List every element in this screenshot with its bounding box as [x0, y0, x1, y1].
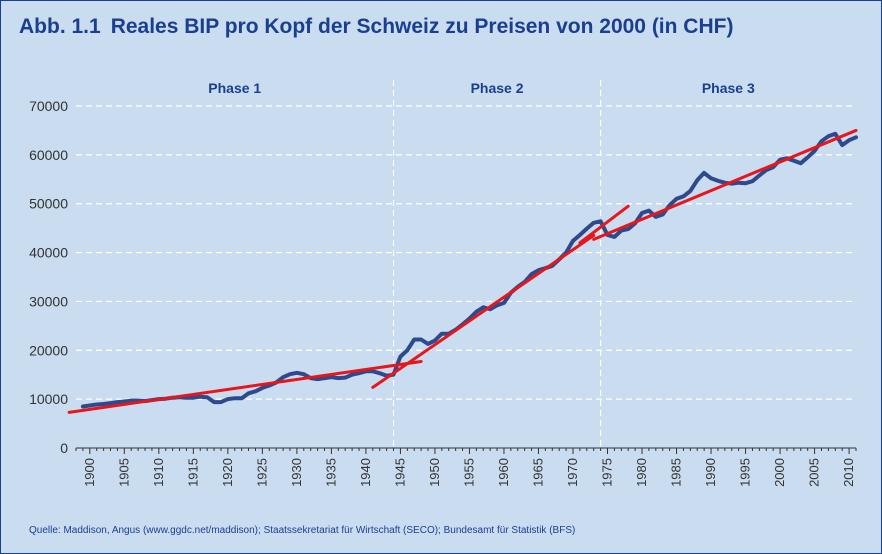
- y-tick-label: 60000: [29, 147, 68, 163]
- x-tick-label: 1920: [220, 458, 235, 487]
- y-tick-label: 20000: [29, 342, 68, 358]
- x-tick-label: 1955: [461, 458, 476, 487]
- phase-label: Phase 2: [471, 80, 524, 96]
- phase-layer: Phase 1 Phase 2 Phase 3: [208, 80, 755, 448]
- x-tick-label: 1915: [185, 458, 200, 487]
- x-tick-label: 1925: [254, 458, 269, 487]
- figure-number: Abb. 1.1: [19, 15, 101, 38]
- x-tick-label: 1960: [496, 458, 511, 487]
- x-tick-label: 1985: [669, 458, 684, 487]
- figure-title: Abb. 1.1 Reales BIP pro Kopf der Schweiz …: [19, 15, 733, 39]
- trend-line: [371, 233, 596, 389]
- y-tick-label: 0: [60, 440, 68, 456]
- x-tick-label: 1980: [634, 458, 649, 487]
- phase-label: Phase 3: [702, 80, 755, 96]
- x-tick-label: 1900: [82, 458, 97, 487]
- x-tick-label: 1910: [151, 458, 166, 487]
- trend-layer: [67, 128, 858, 414]
- phase-label: Phase 1: [208, 80, 261, 96]
- series-layer: [80, 131, 858, 409]
- x-tick-label: 2010: [841, 458, 856, 487]
- x-tick-label: 1995: [738, 458, 753, 487]
- x-tick-label: 1970: [565, 458, 580, 487]
- x-tick-label: 1975: [600, 458, 615, 487]
- figure-title-text: Reales BIP pro Kopf der Schweiz zu Preis…: [110, 15, 734, 38]
- axis-layer: 0 10000 20000 30000 40000 50000 60000 70000 1900…: [29, 98, 857, 487]
- y-tick-label: 70000: [29, 98, 68, 114]
- trend-line: [592, 128, 858, 241]
- source-note: Quelle: Maddison, Angus (www.ggdc.net/ma…: [29, 525, 576, 536]
- x-tick-label: 2005: [807, 458, 822, 487]
- grid-layer: [76, 105, 856, 400]
- x-tick-label: 1940: [358, 458, 373, 487]
- x-tick-label: 1945: [392, 458, 407, 487]
- y-tick-label: 40000: [29, 245, 68, 261]
- x-tick-label: 2000: [772, 458, 787, 487]
- y-tick-label: 30000: [29, 293, 68, 309]
- x-tick-label: 1965: [530, 458, 545, 487]
- x-tick-label: 1990: [703, 458, 718, 487]
- gdp-series-line: [80, 131, 858, 409]
- y-tick-label: 50000: [29, 196, 68, 212]
- trend-line: [578, 204, 630, 245]
- x-tick-label: 1935: [323, 458, 338, 487]
- y-tick-label: 10000: [29, 391, 68, 407]
- x-tick-label: 1905: [116, 458, 131, 487]
- x-tick-label: 1930: [289, 458, 304, 487]
- x-tick-label: 1950: [427, 458, 442, 487]
- trend-line: [67, 360, 423, 414]
